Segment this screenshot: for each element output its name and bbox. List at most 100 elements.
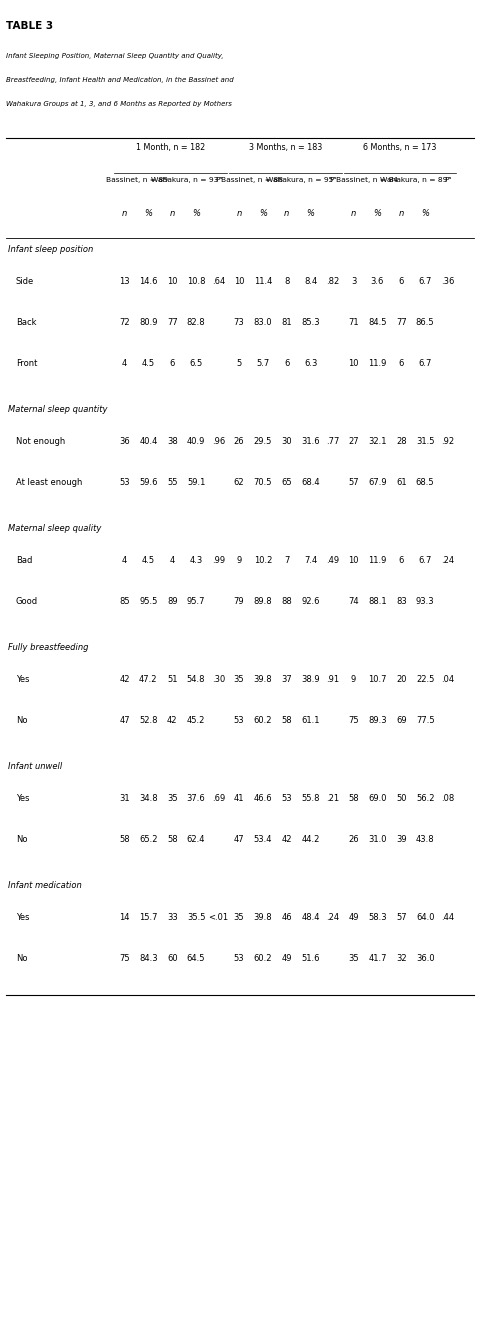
Text: Bassinet, n = 88: Bassinet, n = 88 — [221, 178, 283, 183]
Text: n: n — [399, 210, 404, 219]
Text: 58: 58 — [167, 835, 178, 845]
Text: 71: 71 — [348, 318, 359, 326]
Text: 14: 14 — [119, 914, 130, 922]
Text: 10: 10 — [348, 556, 359, 565]
Text: 67.9: 67.9 — [368, 477, 387, 487]
Text: 85: 85 — [119, 597, 130, 606]
Text: 47: 47 — [119, 716, 130, 725]
Text: No: No — [16, 716, 27, 725]
Text: 50: 50 — [396, 794, 407, 804]
Text: 89.8: 89.8 — [253, 597, 272, 606]
Text: n: n — [122, 210, 127, 219]
Text: Bassinet, n = 89: Bassinet, n = 89 — [107, 178, 168, 183]
Text: %: % — [421, 210, 429, 219]
Text: 39.8: 39.8 — [253, 675, 272, 684]
Text: 35: 35 — [348, 955, 359, 963]
Text: 64.0: 64.0 — [416, 914, 434, 922]
Text: Front: Front — [16, 358, 37, 367]
Text: 52.8: 52.8 — [139, 716, 157, 725]
Text: Wahakura, n = 95: Wahakura, n = 95 — [266, 178, 333, 183]
Text: 8: 8 — [284, 277, 289, 285]
Text: 38: 38 — [167, 436, 178, 446]
Text: 43.8: 43.8 — [416, 835, 434, 845]
Text: .44: .44 — [441, 914, 454, 922]
Text: No: No — [16, 835, 27, 845]
Text: 53: 53 — [281, 794, 292, 804]
Text: .24: .24 — [326, 914, 340, 922]
Text: Yes: Yes — [16, 675, 29, 684]
Text: Bad: Bad — [16, 556, 32, 565]
Text: 56.2: 56.2 — [416, 794, 434, 804]
Text: 10: 10 — [234, 277, 244, 285]
Text: Pᵃ: Pᵃ — [215, 178, 222, 183]
Text: 32: 32 — [396, 955, 407, 963]
Text: 75: 75 — [348, 716, 359, 725]
Text: 1 Month, n = 182: 1 Month, n = 182 — [136, 143, 205, 152]
Text: 68.5: 68.5 — [416, 477, 434, 487]
Text: 3: 3 — [351, 277, 356, 285]
Text: 62: 62 — [234, 477, 244, 487]
Text: Wahakura, n = 89: Wahakura, n = 89 — [381, 178, 448, 183]
Text: .21: .21 — [326, 794, 340, 804]
Text: 4.3: 4.3 — [190, 556, 203, 565]
Text: Infant sleep position: Infant sleep position — [8, 245, 93, 253]
Text: 6.5: 6.5 — [190, 358, 203, 367]
Text: 47: 47 — [234, 835, 244, 845]
Text: 77: 77 — [396, 318, 407, 326]
Text: 61: 61 — [396, 477, 407, 487]
Text: 75: 75 — [119, 955, 130, 963]
Text: At least enough: At least enough — [16, 477, 82, 487]
Text: 62.4: 62.4 — [187, 835, 205, 845]
Text: .30: .30 — [212, 675, 225, 684]
Text: n: n — [351, 210, 356, 219]
Text: 89: 89 — [167, 597, 178, 606]
Text: 7: 7 — [284, 556, 289, 565]
Text: 42: 42 — [167, 716, 178, 725]
Text: Maternal sleep quality: Maternal sleep quality — [8, 524, 101, 533]
Text: 46: 46 — [281, 914, 292, 922]
Text: 80.9: 80.9 — [139, 318, 157, 326]
Text: 44.2: 44.2 — [301, 835, 320, 845]
Text: 65: 65 — [281, 477, 292, 487]
Text: 77: 77 — [167, 318, 178, 326]
Text: 77.5: 77.5 — [416, 716, 434, 725]
Text: 4.5: 4.5 — [142, 556, 155, 565]
Text: Pᵃ: Pᵃ — [444, 178, 451, 183]
Text: .99: .99 — [212, 556, 225, 565]
Text: 8.4: 8.4 — [304, 277, 317, 285]
Text: 26: 26 — [234, 436, 244, 446]
Text: 69.0: 69.0 — [368, 794, 387, 804]
Text: .92: .92 — [441, 436, 454, 446]
Text: 53.4: 53.4 — [253, 835, 272, 845]
Text: 42: 42 — [281, 835, 292, 845]
Text: 10: 10 — [167, 277, 178, 285]
Text: 46.6: 46.6 — [253, 794, 272, 804]
Text: 86.5: 86.5 — [416, 318, 434, 326]
Text: 88: 88 — [281, 597, 292, 606]
Text: 84.5: 84.5 — [368, 318, 387, 326]
Text: .69: .69 — [212, 794, 225, 804]
Text: 59.6: 59.6 — [139, 477, 157, 487]
Text: 10.7: 10.7 — [368, 675, 387, 684]
Text: .64: .64 — [212, 277, 225, 285]
Text: 6: 6 — [398, 556, 404, 565]
Text: 58: 58 — [119, 835, 130, 845]
Text: 10.8: 10.8 — [187, 277, 205, 285]
Text: 6.7: 6.7 — [419, 358, 432, 367]
Text: 69: 69 — [396, 716, 407, 725]
Text: .49: .49 — [326, 556, 340, 565]
Text: 51: 51 — [167, 675, 178, 684]
Text: 45.2: 45.2 — [187, 716, 205, 725]
Text: 35: 35 — [167, 794, 178, 804]
Text: 5: 5 — [237, 358, 241, 367]
Text: 37.6: 37.6 — [187, 794, 205, 804]
Text: 68.4: 68.4 — [301, 477, 320, 487]
Text: 79: 79 — [234, 597, 244, 606]
Text: Not enough: Not enough — [16, 436, 65, 446]
Text: %: % — [144, 210, 152, 219]
Text: Bassinet, n = 84: Bassinet, n = 84 — [336, 178, 397, 183]
Text: 4: 4 — [122, 358, 127, 367]
Text: 6.7: 6.7 — [419, 556, 432, 565]
Text: 9: 9 — [237, 556, 241, 565]
Text: 11.9: 11.9 — [368, 556, 386, 565]
